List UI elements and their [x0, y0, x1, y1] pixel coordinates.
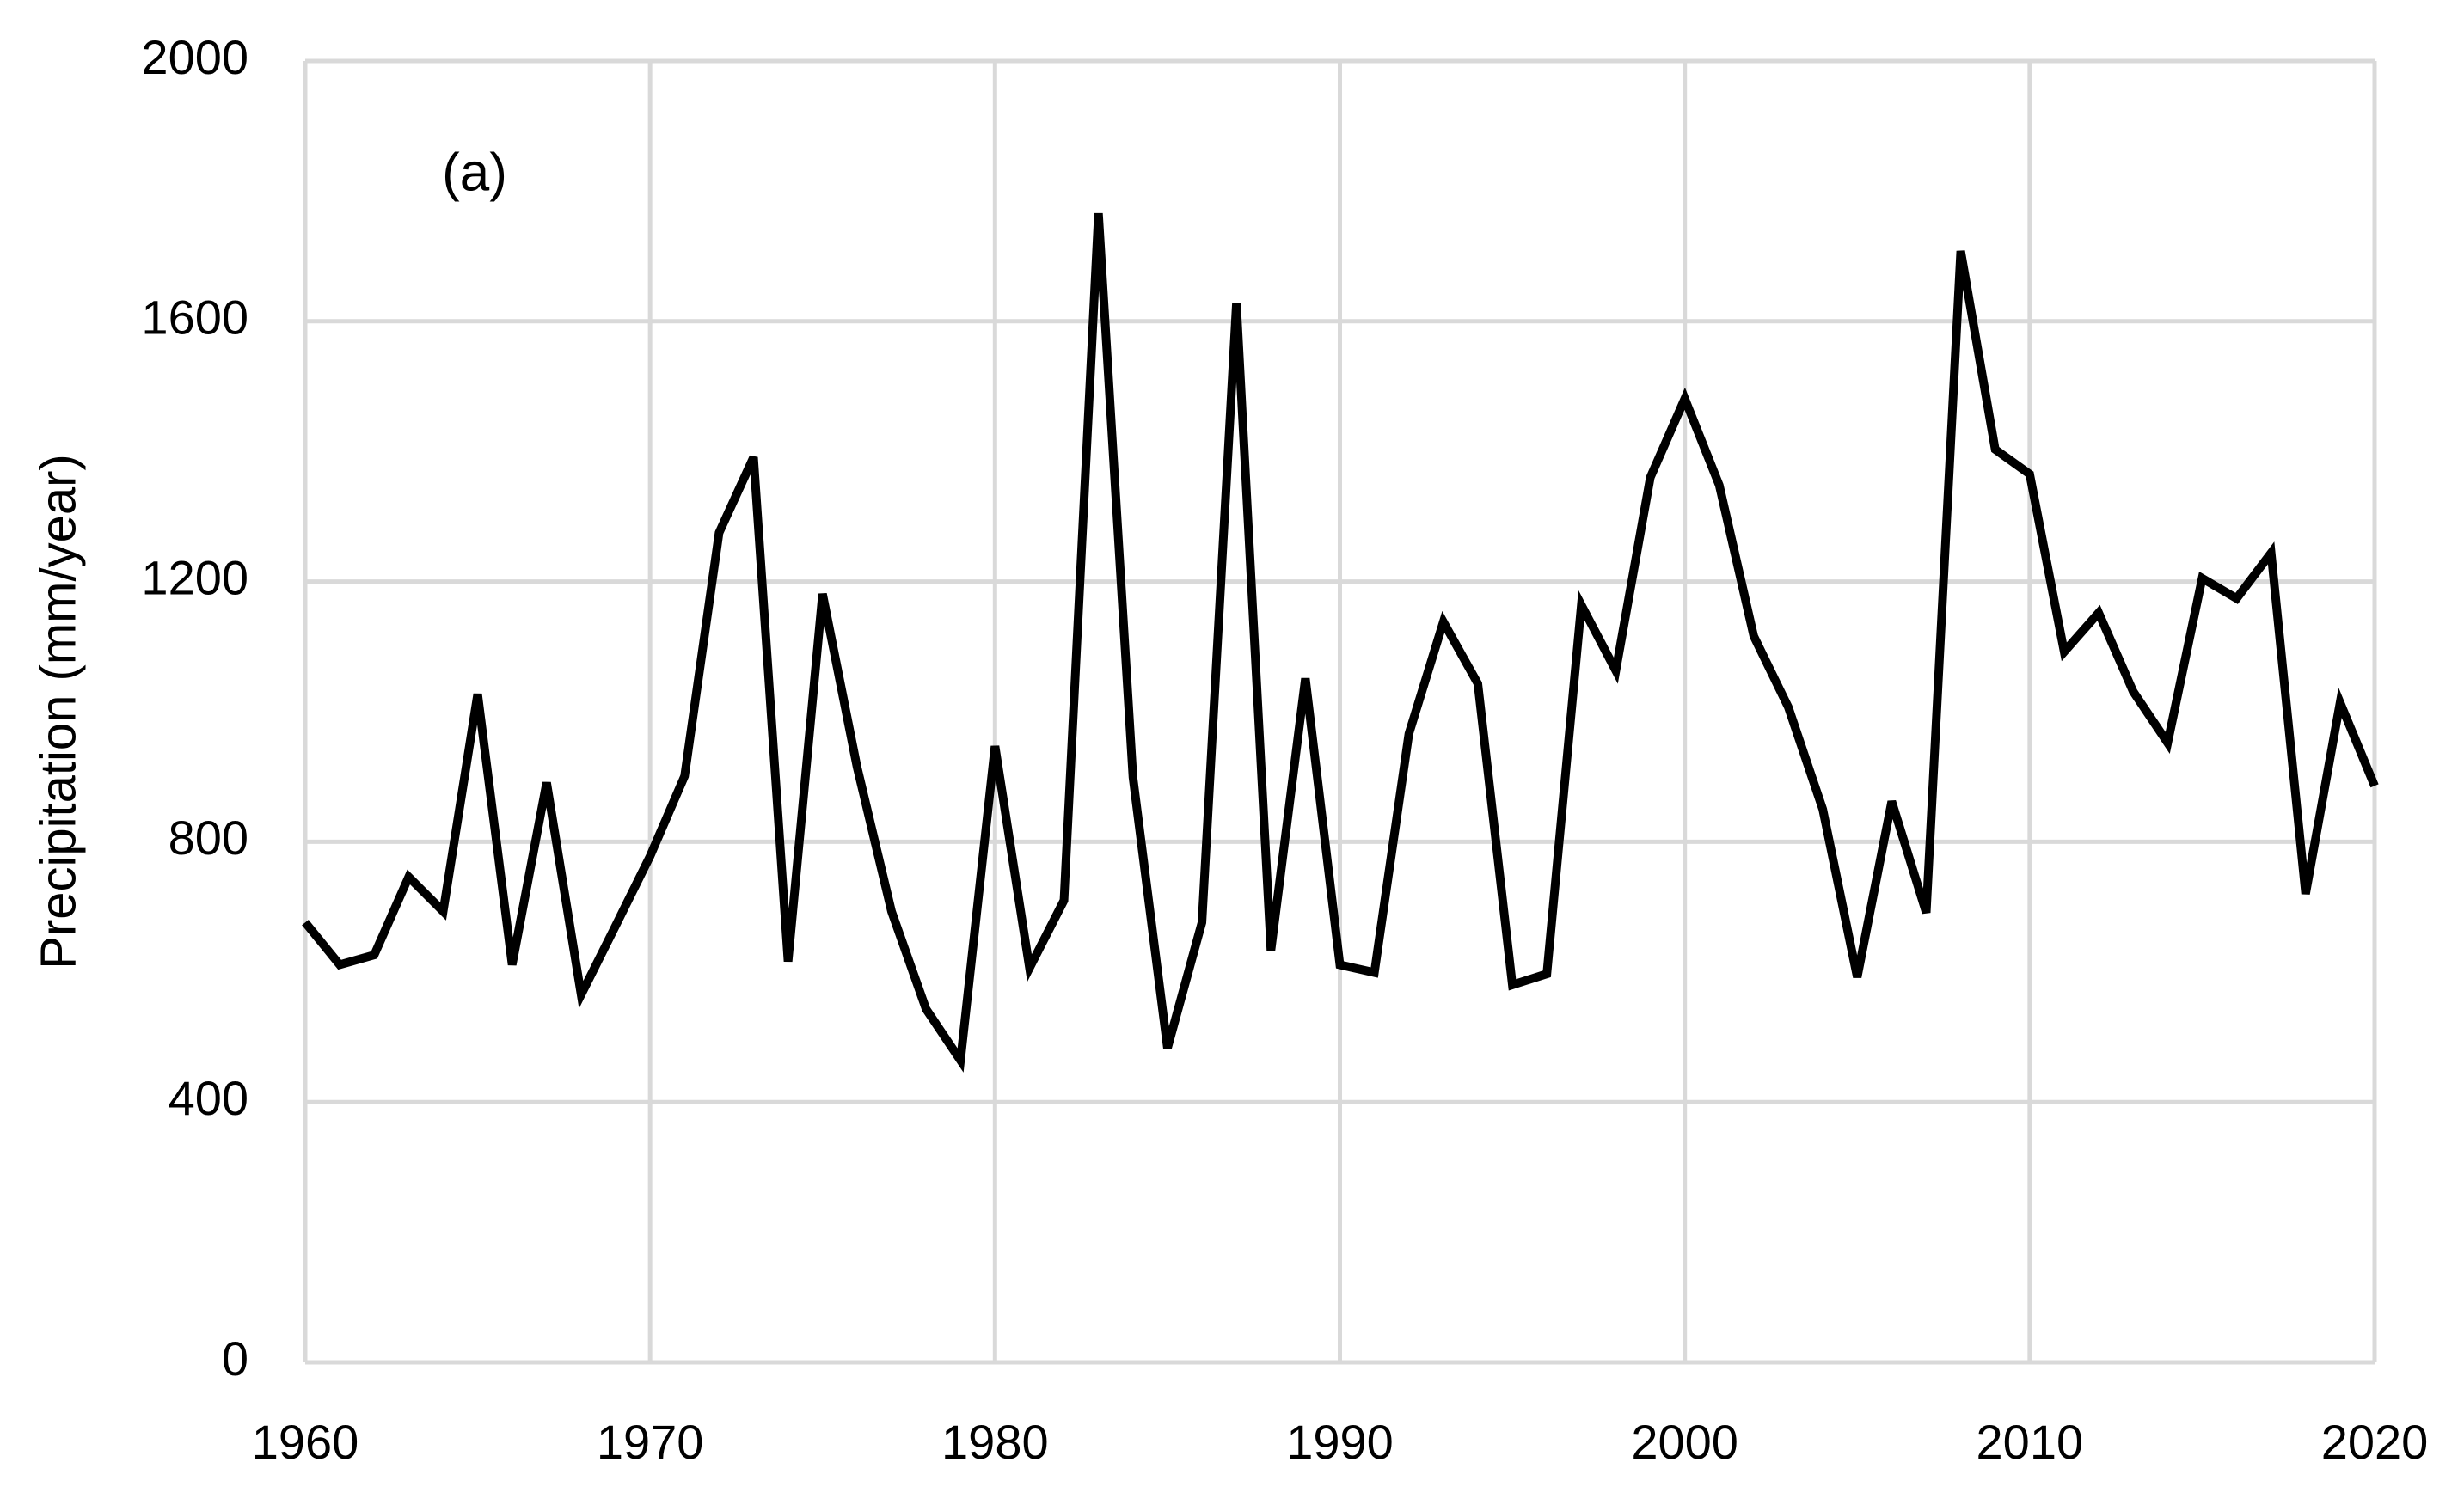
x-tick-label: 1990	[1286, 1415, 1394, 1469]
y-axis-label: Precipitation (mm/year)	[30, 454, 86, 969]
data-line	[302, 212, 2379, 1073]
y-tick-label: 0	[222, 1331, 248, 1386]
x-tick-label: 1970	[597, 1415, 704, 1469]
y-tick-label: 2000	[141, 30, 248, 84]
x-tick-label: 2020	[2321, 1415, 2429, 1469]
x-tick-label: 1980	[941, 1415, 1049, 1469]
y-tick-label: 1600	[141, 291, 248, 345]
y-tick-label: 800	[169, 811, 248, 865]
y-tick-label: 1200	[141, 550, 248, 604]
x-tick-label: 1960	[252, 1415, 359, 1469]
annotation: (a)	[442, 143, 507, 202]
x-tick-label: 2000	[1631, 1415, 1738, 1469]
y-tick-label: 400	[169, 1071, 248, 1125]
x-tick-label: 2010	[1977, 1415, 2084, 1469]
